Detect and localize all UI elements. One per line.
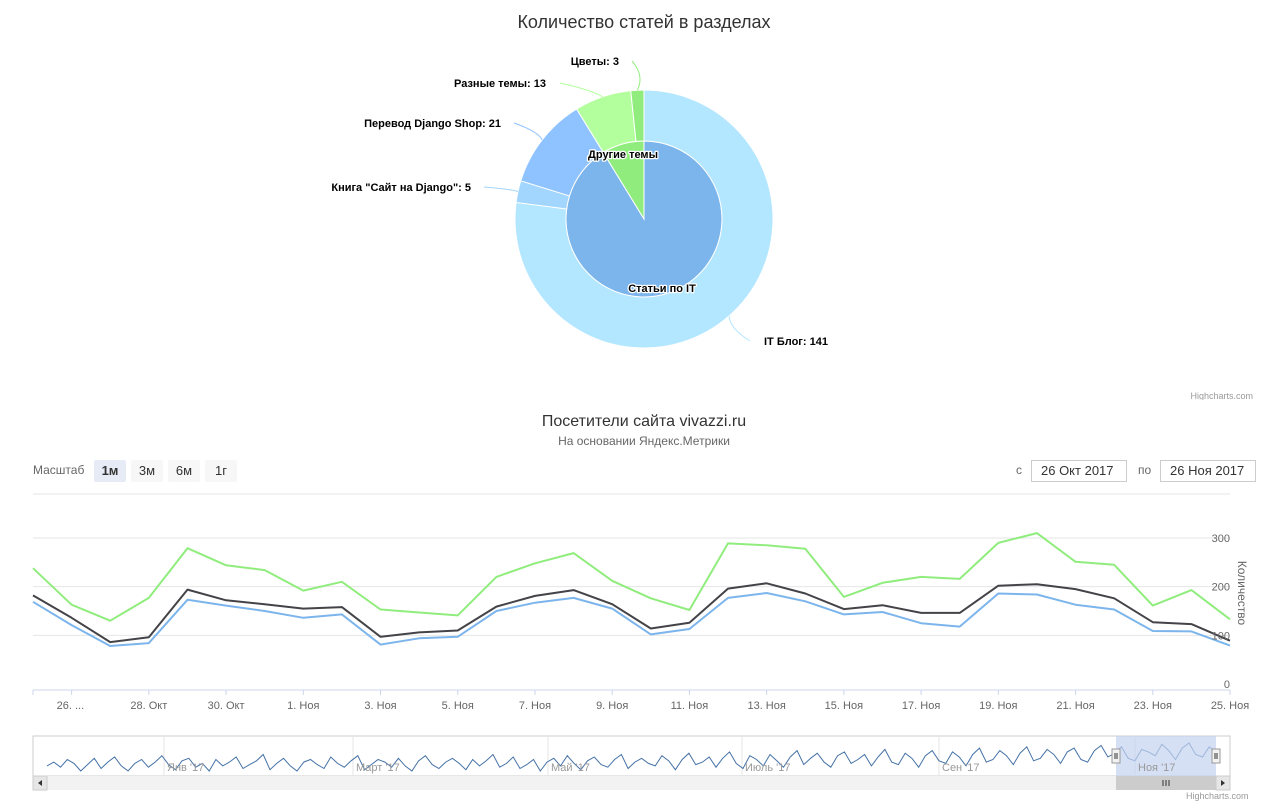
navigator-label: Июль '17 <box>745 762 790 774</box>
range-button-2[interactable]: 6м <box>168 460 200 482</box>
outer-connector-3 <box>559 82 603 98</box>
x-tick-label: 30. Окт <box>208 700 245 712</box>
range-from-label: с <box>1016 463 1022 477</box>
range-to-label: по <box>1138 463 1152 477</box>
x-tick-label: 13. Ноя <box>747 700 785 712</box>
x-tick-label: 23. Ноя <box>1134 700 1172 712</box>
x-tick-label: 15. Ноя <box>825 700 863 712</box>
x-tick-label: 7. Ноя <box>519 700 551 712</box>
navigator-frame <box>32 735 1231 777</box>
line-chart: Посетители сайта vivazzi.ru На основании… <box>32 413 1249 791</box>
navigator-handle-left[interactable] <box>1111 748 1121 764</box>
outer-slice-label-0: IT Блог: 141 <box>764 336 828 348</box>
x-tick-label: 9. Ноя <box>596 700 628 712</box>
series-line-2[interactable] <box>32 592 1231 647</box>
x-tick-label: 28. Окт <box>130 700 167 712</box>
navigator-series <box>46 742 1217 772</box>
y-axis-ticks: 0 100 200 300 <box>1212 533 1230 691</box>
y-axis-title: Количество <box>1235 561 1249 626</box>
range-button-0[interactable]: 1м <box>94 460 126 482</box>
range-button-1[interactable]: 3м <box>131 460 163 482</box>
inner-slice-label-1: Другие темы <box>588 149 658 161</box>
pie-chart-title: Количество статей в разделах <box>517 12 770 32</box>
range-button-3[interactable]: 1г <box>205 460 237 482</box>
pie-chart: Количество статей в разделах Статьи по I… <box>331 12 1253 400</box>
pie-credits[interactable]: Highcharts.com <box>1190 391 1253 400</box>
navigator-label: Март '17 <box>356 762 400 774</box>
series-line-0[interactable] <box>32 532 1231 622</box>
navigator-handle-right[interactable] <box>1211 748 1221 764</box>
scrollbar[interactable] <box>32 775 1231 791</box>
outer-connector-0 <box>728 315 751 342</box>
navigator-label: Ноя '17 <box>1138 762 1175 774</box>
pie-labels: Статьи по IT Другие темы IT Блог: 141 Книга… <box>331 56 828 348</box>
scrollbar-right-arrow[interactable] <box>1215 775 1231 791</box>
x-tick-label: 1. Ноя <box>287 700 319 712</box>
outer-slice-label-1: Книга "Сайт на Django": 5 <box>331 182 471 194</box>
navigator-selection[interactable] <box>1116 736 1216 776</box>
x-tick-label: 26. ... <box>57 700 85 712</box>
y-tick-label: 0 <box>1224 679 1230 691</box>
x-tick-label: 5. Ноя <box>442 700 474 712</box>
range-selector-label: Масштаб <box>33 463 85 477</box>
scrollbar-left-arrow[interactable] <box>32 775 48 791</box>
range-from-input[interactable]: 26 Окт 2017 <box>1031 460 1127 482</box>
series-line-1[interactable] <box>32 582 1231 644</box>
outer-slice-4[interactable] <box>630 89 645 142</box>
x-tick-label: 3. Ноя <box>364 700 396 712</box>
x-axis-ticks: 26. ... 28. Окт 30. Окт 1. Ноя 3. Ноя 5. Ноя 7… <box>32 690 1249 712</box>
x-tick-label: 21. Ноя <box>1056 700 1094 712</box>
scrollbar-track[interactable] <box>33 776 1230 790</box>
outer-connector-1 <box>483 186 519 193</box>
navigator-label: Янв '17 <box>167 762 204 774</box>
outer-connector-4 <box>631 60 641 91</box>
range-to-input[interactable]: 26 Ноя 2017 <box>1160 460 1256 482</box>
outer-slice-0[interactable] <box>514 89 774 349</box>
x-tick-label: 17. Ноя <box>902 700 940 712</box>
outer-slice-label-3: Разные темы: 13 <box>454 78 546 90</box>
y-tick-label: 100 <box>1212 630 1230 642</box>
x-tick-label: 19. Ноя <box>979 700 1017 712</box>
line-chart-title: Посетители сайта vivazzi.ru <box>542 413 746 430</box>
navigator[interactable]: Янв '17 Март '17 Май '17 Июль '17 Сен '17 Ноя… <box>32 735 1231 777</box>
outer-slice-label-2: Перевод Django Shop: 21 <box>364 118 501 130</box>
y-tick-label: 300 <box>1212 533 1230 545</box>
x-tick-label: 11. Ноя <box>671 700 709 712</box>
inner-slice-label-0: Статьи по IT <box>628 283 696 295</box>
outer-connector-2 <box>513 122 543 141</box>
line-credits[interactable]: Highcharts.com <box>1186 791 1249 801</box>
pie-slices <box>514 89 774 349</box>
navigator-label: Сен '17 <box>942 762 980 774</box>
line-grid <box>33 493 1230 691</box>
y-tick-label: 200 <box>1212 582 1230 594</box>
line-series <box>32 532 1231 647</box>
x-tick-label: 25. Ноя <box>1211 700 1249 712</box>
outer-slice-label-4: Цветы: 3 <box>571 56 619 68</box>
navigator-label: Май '17 <box>551 762 590 774</box>
line-chart-subtitle: На основании Яндекс.Метрики <box>558 434 730 448</box>
